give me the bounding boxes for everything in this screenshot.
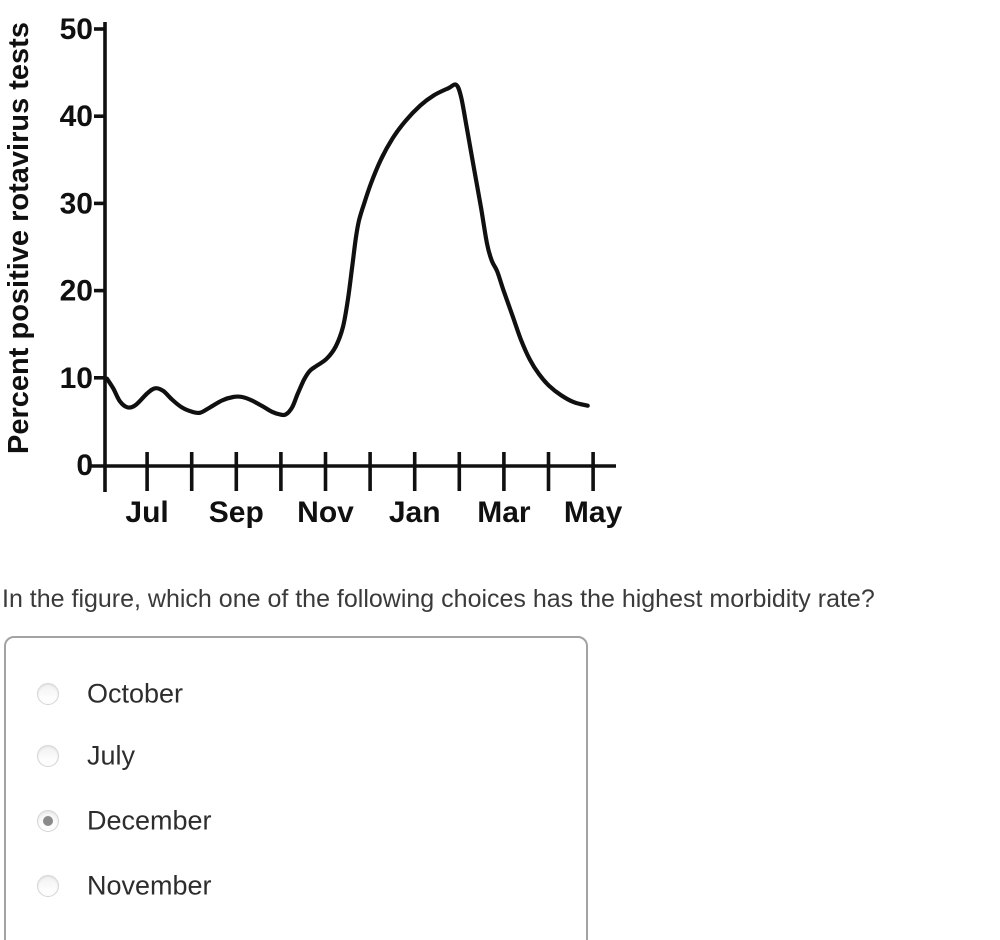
y-axis-title: Percent positive rotavirus tests xyxy=(3,22,35,454)
answer-options-box: October July December November xyxy=(4,636,588,940)
option-row[interactable]: July xyxy=(6,733,586,779)
x-tick-label: Mar xyxy=(477,496,531,529)
x-tick-label: Nov xyxy=(297,496,354,529)
y-tick-label: 0 xyxy=(76,449,93,482)
x-tick-label: Sep xyxy=(209,496,264,529)
x-tick-label: May xyxy=(564,496,623,529)
option-label[interactable]: December xyxy=(87,805,212,836)
y-tick-label: 20 xyxy=(60,275,93,308)
option-label[interactable]: July xyxy=(87,740,136,771)
x-tick-label: Jul xyxy=(125,496,168,529)
y-tick-label: 10 xyxy=(60,362,93,395)
radio-button[interactable] xyxy=(37,810,59,832)
radio-button[interactable] xyxy=(37,875,59,897)
question-text: In the figure, which one of the followin… xyxy=(2,585,875,613)
option-row[interactable]: December xyxy=(6,798,586,844)
y-tick-label: 40 xyxy=(60,100,93,133)
radio-button[interactable] xyxy=(37,683,59,705)
y-tick-label: 50 xyxy=(60,13,93,46)
radio-button[interactable] xyxy=(37,745,59,767)
percent-positive-curve xyxy=(104,82,590,418)
y-tick-label: 30 xyxy=(60,187,93,220)
option-row[interactable]: October xyxy=(6,671,586,717)
option-row[interactable]: November xyxy=(6,863,586,909)
rotavirus-chart: Jul Sep Nov Jan Mar May 0 10 20 30 40 50 Percent pos… xyxy=(0,0,650,540)
option-label[interactable]: November xyxy=(87,870,212,901)
x-tick-label: Jan xyxy=(389,496,441,529)
rotavirus-chart-svg: Jul Sep Nov Jan Mar May 0 10 20 30 40 50 Percent pos… xyxy=(3,13,623,529)
option-label[interactable]: October xyxy=(87,678,184,709)
